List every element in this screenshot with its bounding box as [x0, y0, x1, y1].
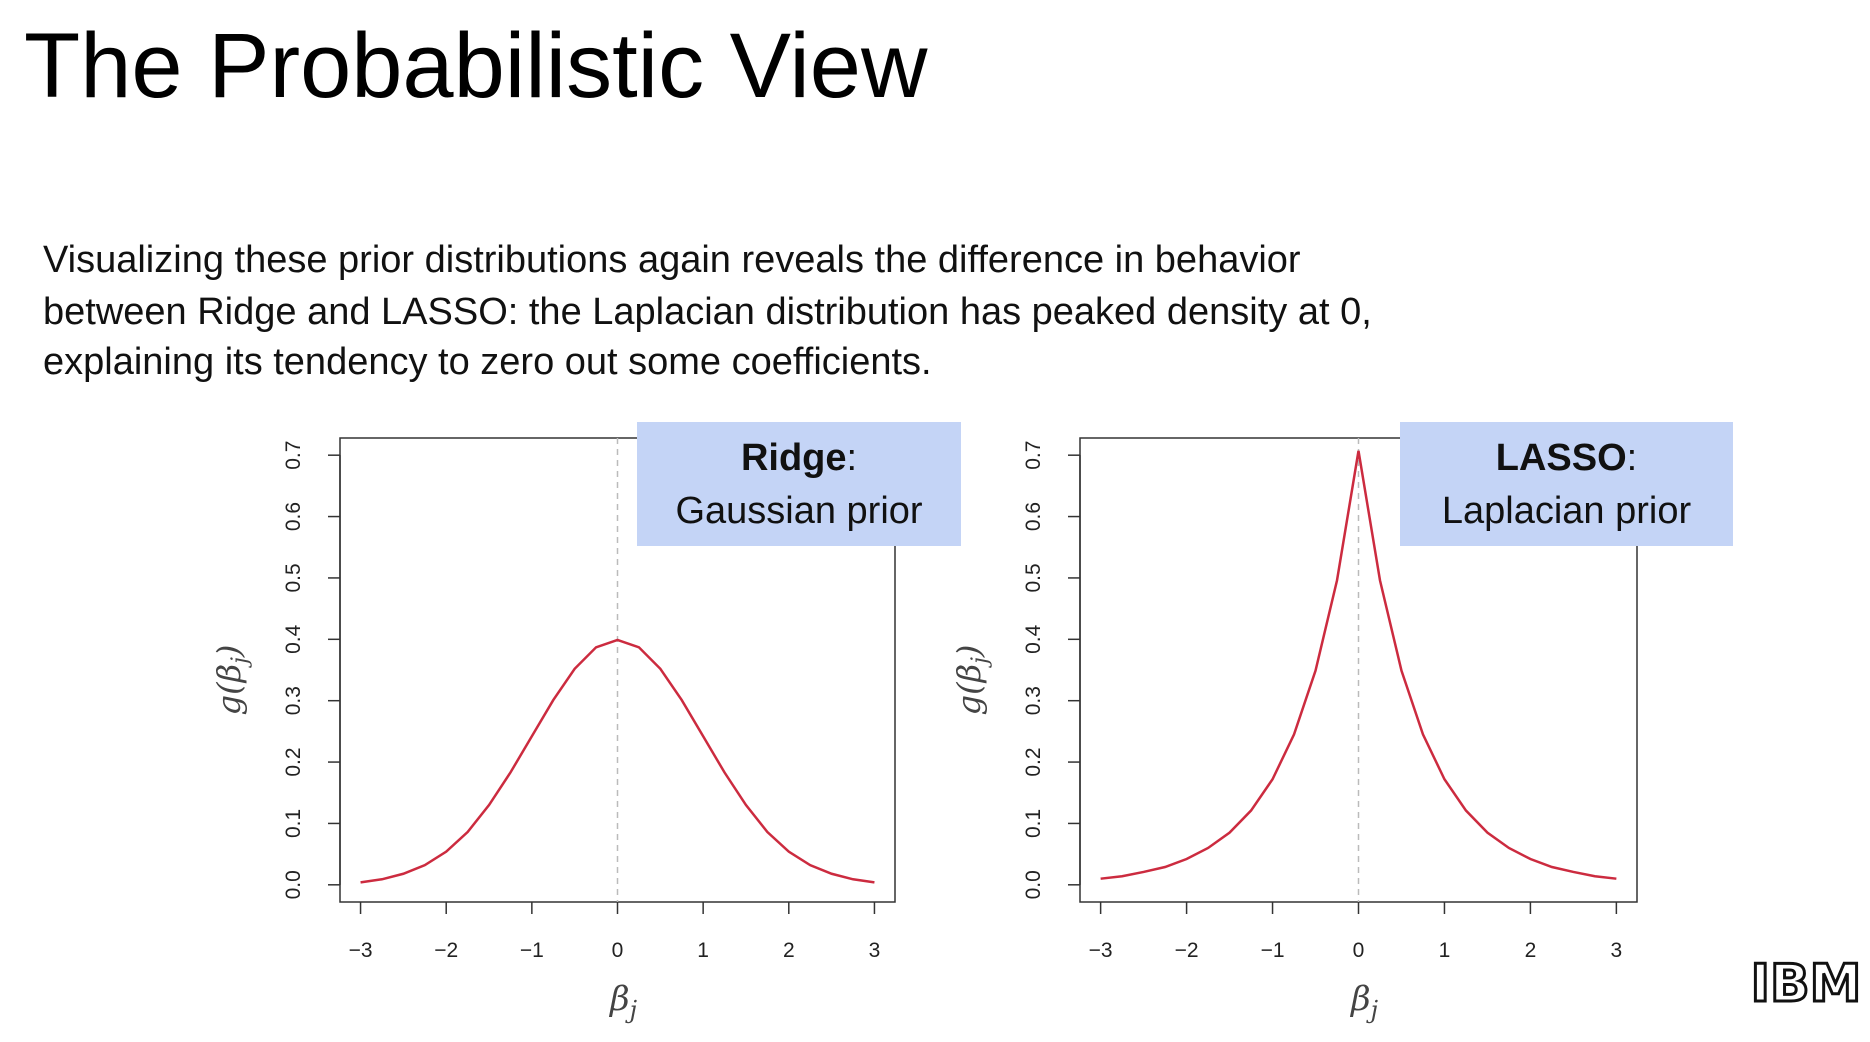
- x-axis-label-part: β: [1349, 979, 1371, 1019]
- y-axis-label-part: ): [950, 645, 988, 658]
- density-line: [1100, 450, 1617, 880]
- x-tick-label: 3: [1611, 939, 1623, 962]
- annotation-title: LASSO:: [1496, 437, 1637, 479]
- x-axis-label: βj: [608, 979, 638, 1024]
- y-tick-label: 0.2: [1022, 747, 1045, 776]
- y-axis-label-part: ): [210, 645, 248, 658]
- y-tick-label: 0.4: [282, 624, 305, 654]
- density-line: [360, 638, 875, 884]
- annotation-text: Laplacian prior: [1442, 490, 1692, 532]
- body-line: explaining its tendency to zero out some…: [43, 341, 932, 383]
- y-axis-label-part: g(β: [210, 664, 248, 715]
- x-axis-label: βj: [1349, 979, 1379, 1024]
- y-tick-label: 0.0: [1022, 870, 1045, 899]
- y-tick-label: 0.3: [282, 686, 305, 715]
- annotation-colon: :: [847, 437, 858, 479]
- y-tick-label: 0.0: [282, 870, 305, 899]
- annotation-box: [637, 422, 961, 546]
- y-axis-label-part: g(β: [950, 664, 988, 715]
- y-tick-label: 0.5: [282, 563, 305, 592]
- y-tick-label: 0.6: [282, 502, 305, 531]
- y-tick-label: 0.6: [1022, 502, 1045, 531]
- x-tick-label: −3: [1089, 939, 1113, 962]
- annotation-title: Ridge:: [741, 437, 857, 479]
- y-axis-label: g(βj): [210, 645, 253, 716]
- ibm-logo: IBM: [1751, 954, 1862, 1014]
- x-tick-label: 2: [783, 939, 795, 962]
- y-tick-label: 0.7: [1022, 441, 1045, 470]
- y-tick-label: 0.4: [1022, 624, 1045, 654]
- x-tick-label: −3: [349, 939, 373, 962]
- x-tick-label: 0: [612, 939, 624, 962]
- y-tick-label: 0.1: [282, 809, 305, 838]
- x-tick-label: −1: [520, 939, 544, 962]
- y-axis-label: g(βj): [950, 645, 993, 716]
- y-tick-label: 0.3: [1022, 686, 1045, 715]
- annotation-colon: :: [1627, 437, 1638, 479]
- annotation-text: Gaussian prior: [675, 490, 922, 532]
- slide-title: The Probabilistic View: [24, 15, 928, 117]
- x-tick-label: 3: [869, 939, 881, 962]
- x-tick-label: −2: [434, 939, 458, 962]
- annotation-bold: Ridge: [741, 437, 847, 479]
- x-tick-label: 1: [697, 939, 709, 962]
- annotation-box: [1400, 422, 1733, 546]
- y-tick-label: 0.7: [282, 441, 305, 470]
- x-tick-label: 1: [1439, 939, 1451, 962]
- body-line: between Ridge and LASSO: the Laplacian d…: [43, 291, 1372, 333]
- body-line: Visualizing these prior distributions ag…: [43, 239, 1301, 281]
- annotation-bold: LASSO: [1496, 437, 1627, 479]
- x-axis-label-part: β: [608, 979, 630, 1019]
- y-tick-label: 0.5: [1022, 563, 1045, 592]
- x-tick-label: 0: [1353, 939, 1365, 962]
- x-tick-label: 2: [1525, 939, 1537, 962]
- x-tick-label: −1: [1261, 939, 1285, 962]
- y-tick-label: 0.1: [1022, 809, 1045, 838]
- y-tick-label: 0.2: [282, 747, 305, 776]
- x-tick-label: −2: [1175, 939, 1199, 962]
